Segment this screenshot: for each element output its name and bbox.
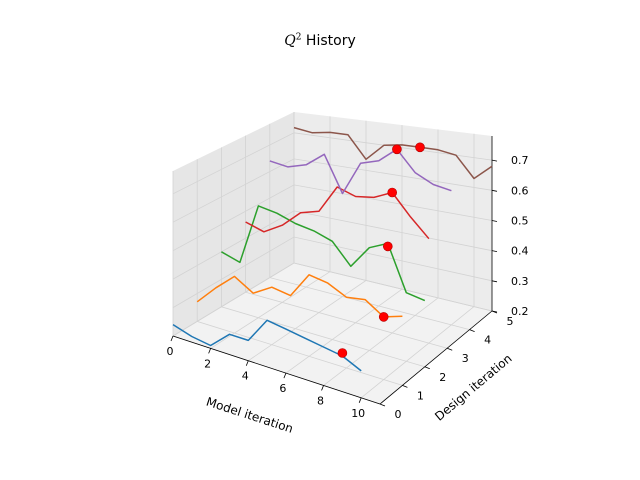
y-tick	[402, 385, 408, 388]
axis-lines	[170, 136, 498, 407]
x-axis-label: Model iteration	[205, 395, 295, 436]
y-tick-label: 1	[417, 389, 424, 402]
x-tick-label: 0	[167, 345, 174, 358]
z-tick	[491, 310, 498, 313]
y-tick-label: 0	[395, 408, 402, 421]
y-tick	[424, 366, 430, 370]
z-tick-label: 0.2	[511, 305, 529, 318]
x-tick	[245, 360, 249, 366]
z-tick	[491, 220, 498, 222]
x-tick	[170, 335, 174, 342]
left-wall-pane	[173, 112, 294, 336]
grid-line-z	[172, 236, 493, 308]
z-tick-label: 0.5	[511, 215, 529, 228]
best-point-marker-design-0	[337, 348, 348, 358]
best-point-marker-design-3	[387, 187, 398, 198]
series-line-design-4	[269, 148, 452, 195]
tick-labels: 0 2 4 6 8 10 0 1 2 3 4 50.2 0.3 0.4 0.5 0.6 0.7	[167, 154, 529, 421]
title-symbol: Q	[284, 33, 296, 49]
y-tick	[447, 347, 453, 351]
z-tick	[491, 189, 498, 192]
z-tick-label: 0.7	[511, 154, 529, 167]
series-line-design-1	[196, 274, 403, 318]
chart-title: Q2 History	[0, 33, 640, 49]
z-tick-label: 0.4	[511, 245, 529, 258]
x-tick-label: 2	[204, 357, 211, 370]
series-markers	[337, 142, 425, 358]
series-line-design-0	[172, 319, 362, 372]
y-axis-label: Design iteration	[432, 351, 515, 423]
title-text: History	[305, 33, 356, 49]
grid-line-z	[172, 262, 493, 337]
z-tick-label: 0.3	[511, 275, 529, 288]
x-tick-label: 4	[242, 370, 249, 383]
y-tick-label: 3	[462, 352, 469, 365]
y-tick-label: 4	[484, 334, 491, 347]
series-lines	[172, 126, 493, 372]
best-point-marker-design-1	[378, 312, 389, 322]
grid-line-z	[172, 210, 493, 280]
z-tick	[491, 250, 498, 253]
x-tick	[321, 385, 324, 391]
y-tick	[379, 403, 386, 407]
x-tick-label: 8	[317, 395, 324, 408]
series-line-design-3	[245, 186, 430, 240]
series-line-design-5	[293, 126, 493, 180]
best-point-marker-design-4	[392, 144, 402, 155]
x-tick-label: 6	[279, 382, 286, 395]
best-point-marker-design-2	[382, 241, 393, 252]
x-tick	[358, 397, 362, 403]
grid-line-z	[172, 132, 493, 195]
z-tick	[491, 280, 498, 283]
z-tick	[491, 159, 498, 162]
series-line-design-2	[221, 205, 426, 302]
title-superscript: 2	[295, 32, 302, 43]
y-tick-label: 5	[507, 315, 514, 328]
floor-pane	[173, 263, 492, 404]
y-tick-label: 2	[439, 371, 446, 384]
z-tick-label: 0.6	[511, 184, 529, 197]
y-axis-line	[379, 310, 493, 405]
x-tick-label: 10	[351, 407, 365, 420]
x-tick	[208, 348, 212, 354]
grid-line-z	[172, 184, 493, 252]
y-tick	[469, 329, 475, 332]
x-tick	[283, 372, 287, 379]
back-wall-pane	[294, 112, 492, 311]
axes-panes	[173, 112, 492, 404]
best-point-marker-design-5	[415, 142, 425, 153]
x-axis-line	[172, 335, 381, 405]
